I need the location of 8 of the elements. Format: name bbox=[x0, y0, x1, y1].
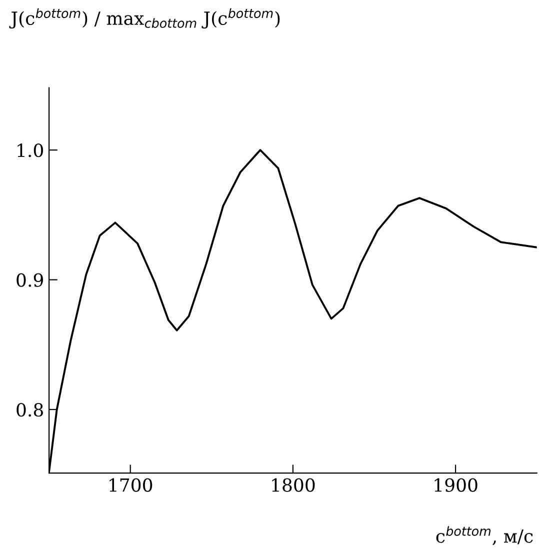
y-axis-title: J(c$^{bottom}$) / max$_{cbottom}$ J(c$^{bottom}$) bbox=[9, 8, 280, 29]
y-tick-label: 0.8 bbox=[16, 402, 43, 417]
x-tick-label: 1900 bbox=[434, 478, 478, 492]
x-tick-label: 1700 bbox=[110, 478, 152, 492]
y-tick-label: 1.0 bbox=[18, 143, 43, 158]
y-tick-label: 0.9 bbox=[16, 273, 43, 287]
x-axis-title: c$^{bottom}$, м/с bbox=[436, 526, 533, 546]
x-tick-label: 1800 bbox=[272, 478, 315, 492]
